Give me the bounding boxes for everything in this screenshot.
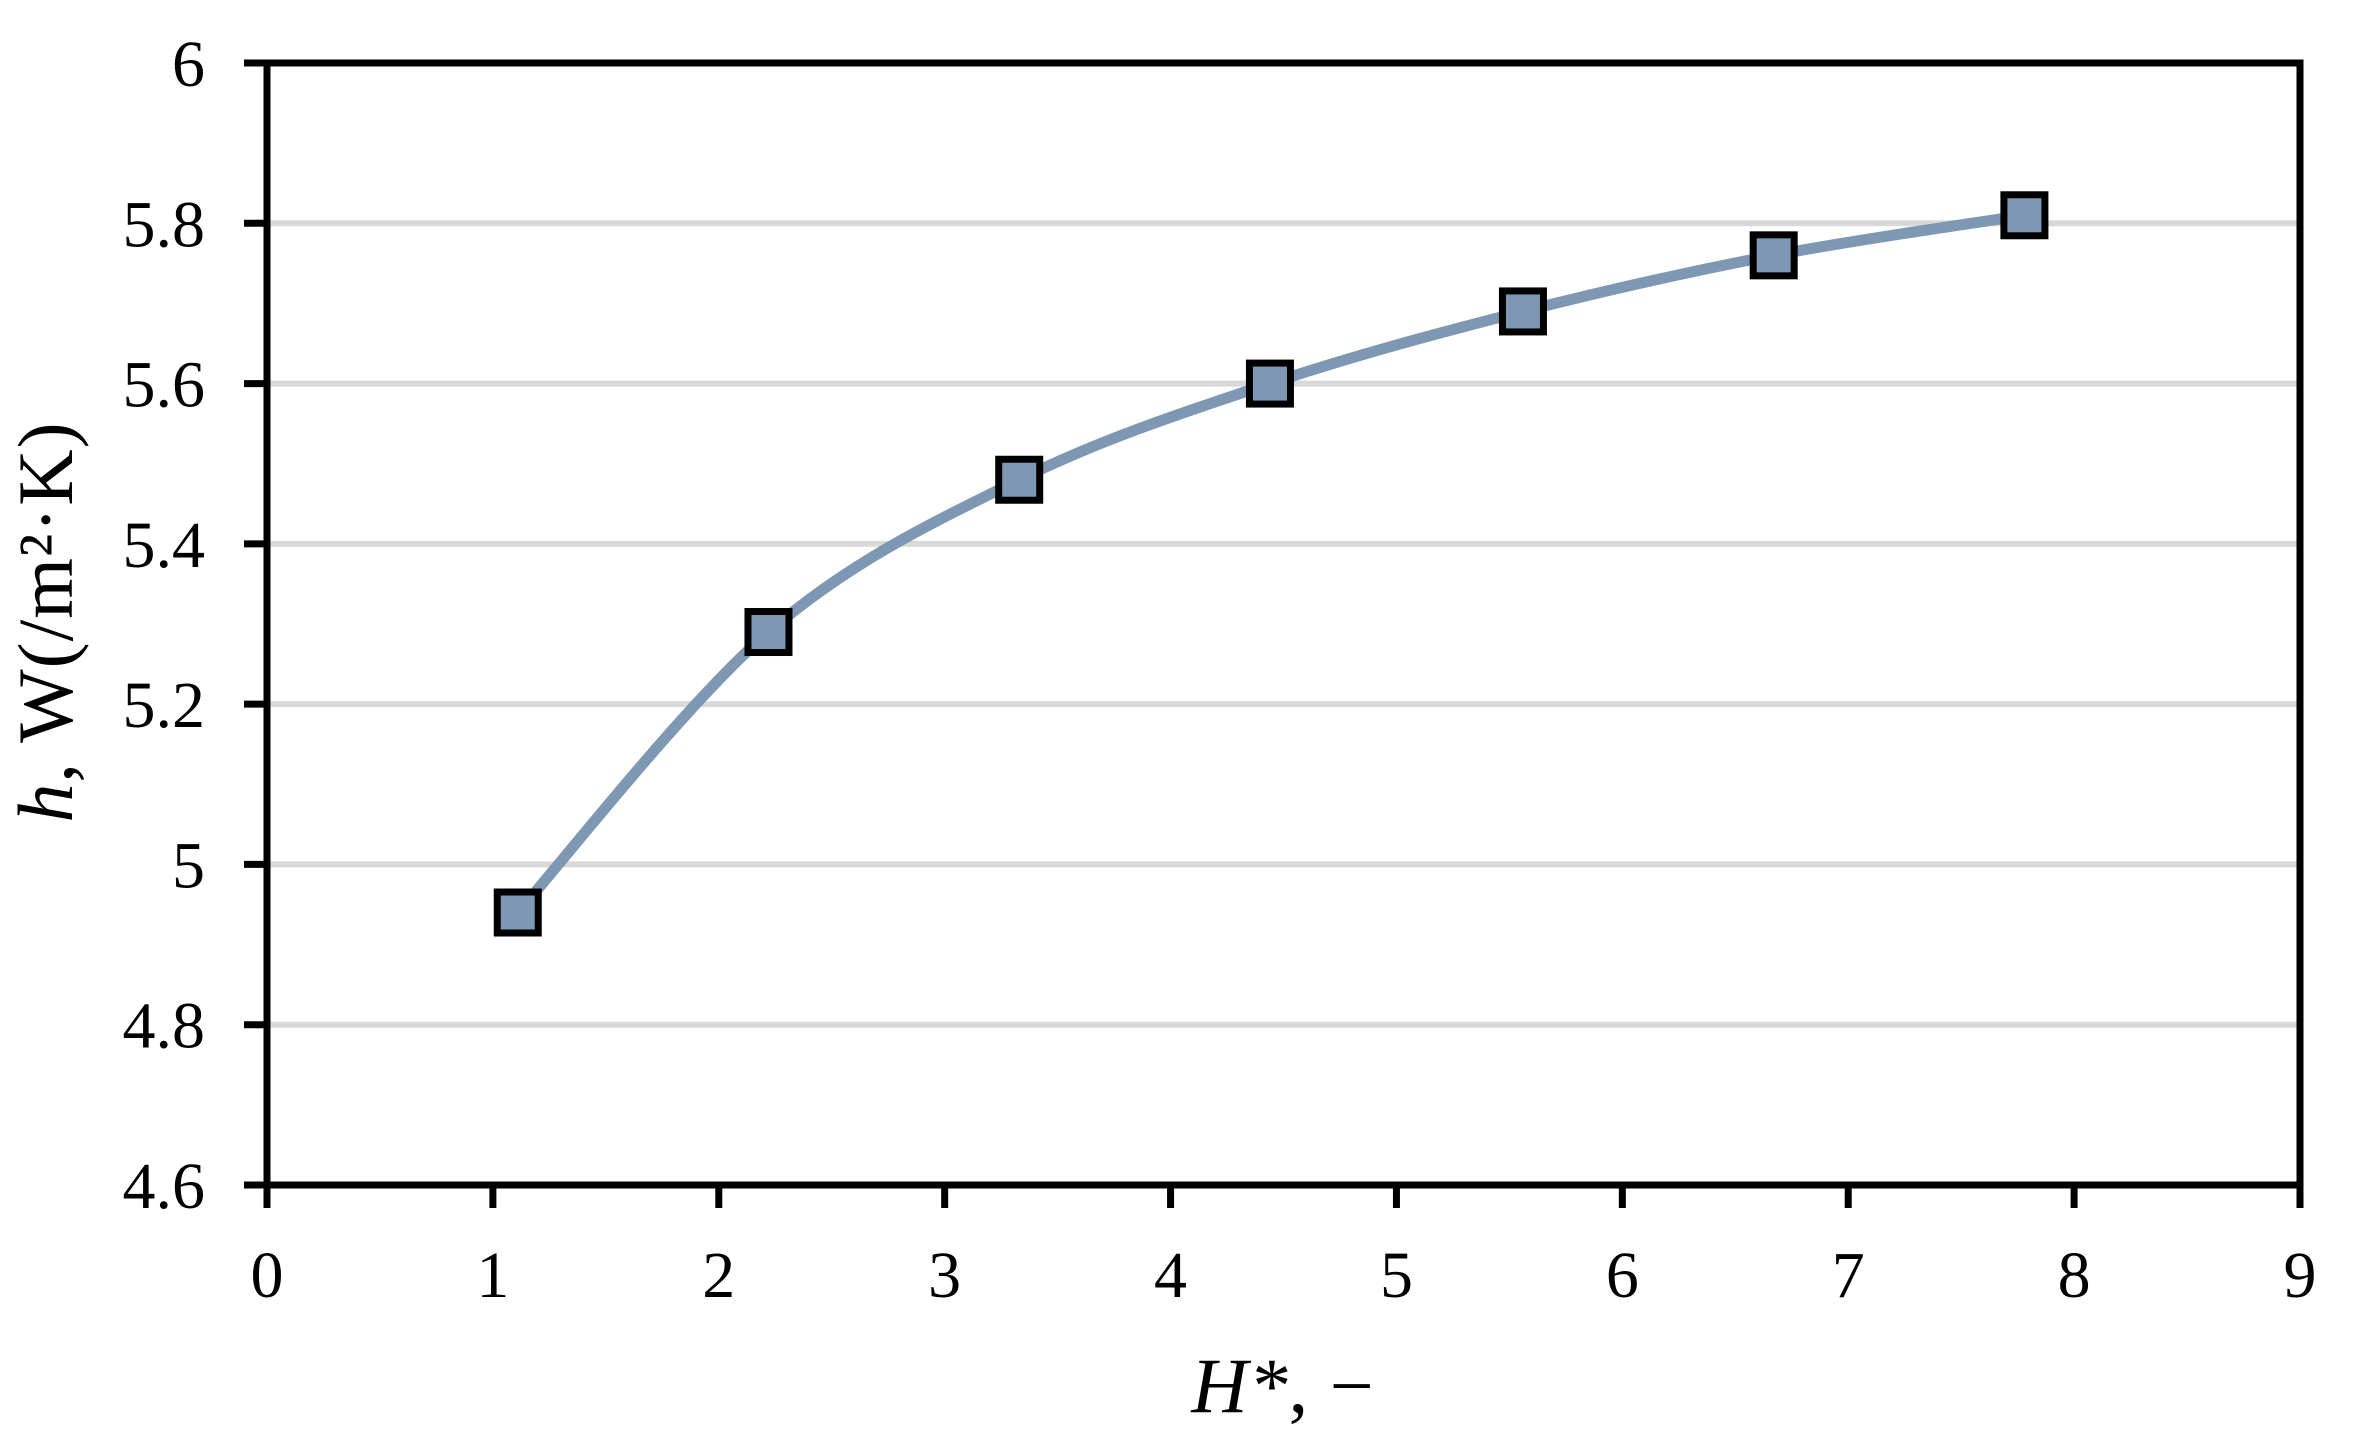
y-tick-label: 5.6 xyxy=(123,349,206,422)
x-tick-label: 3 xyxy=(928,1239,961,1312)
x-tick-label: 4 xyxy=(1154,1239,1187,1312)
y-tick-label: 5.8 xyxy=(123,188,206,261)
plot-border xyxy=(263,59,2304,1189)
x-tick-label: 5 xyxy=(1380,1239,1413,1312)
y-axis-variable: h xyxy=(2,782,89,823)
y-axis-title: h, W(/m²·K) xyxy=(1,421,91,822)
data-point-marker xyxy=(995,455,1044,504)
x-axis-unit: , − xyxy=(1288,1342,1375,1429)
x-tick-label: 0 xyxy=(251,1239,284,1312)
x-axis-variable: H* xyxy=(1191,1342,1289,1429)
x-tick-label: 8 xyxy=(2058,1239,2091,1312)
y-tick-label: 4.8 xyxy=(123,990,206,1063)
y-tick-label: 5.4 xyxy=(123,509,206,582)
y-tick-label: 5.2 xyxy=(123,669,206,742)
y-axis-unit: , W(/m²·K) xyxy=(2,421,89,783)
data-point-marker xyxy=(1245,359,1294,408)
data-point-marker xyxy=(1498,287,1547,336)
data-point-marker xyxy=(1749,231,1798,280)
x-tick-label: 6 xyxy=(1606,1239,1639,1312)
x-tick-label: 9 xyxy=(2284,1239,2317,1312)
y-tick-label: 4.6 xyxy=(123,1150,206,1223)
data-point-marker xyxy=(744,608,793,657)
x-tick-label: 7 xyxy=(1832,1239,1865,1312)
x-axis-title: H*, − xyxy=(1191,1341,1374,1431)
x-tick-label: 2 xyxy=(702,1239,735,1312)
y-tick-label: 5 xyxy=(172,829,205,902)
data-line xyxy=(512,209,2030,919)
data-point-marker xyxy=(2000,191,2049,240)
x-tick-label: 1 xyxy=(476,1239,509,1312)
y-tick-label: 6 xyxy=(172,28,205,101)
data-point-marker xyxy=(493,888,542,937)
